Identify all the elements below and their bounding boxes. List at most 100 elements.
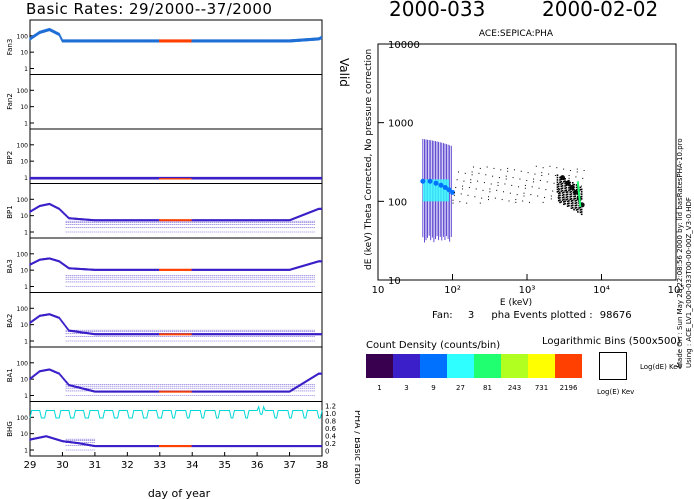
rate-row-bp1: BP1 1 10 100 — [6, 183, 323, 239]
pha-point — [455, 187, 457, 189]
pha-point — [570, 207, 573, 210]
pha-point — [571, 199, 574, 202]
legend-swatch-label: 243 — [508, 384, 521, 392]
bin-size-box — [599, 352, 627, 380]
legend-swatch — [474, 354, 501, 378]
rate-ytick-label: 10 — [20, 322, 28, 329]
rate-ytick-label: 10 — [20, 104, 28, 111]
pha-point — [471, 171, 473, 173]
valid-label: Valid — [337, 58, 351, 87]
rate-ytick-label: 1 — [24, 230, 28, 237]
pha-point — [566, 203, 569, 205]
color-legend: 1 3 9 27 81 243 731 2196 — [366, 354, 582, 392]
legend-swatch-label: 1 — [377, 384, 381, 392]
pha-point — [557, 190, 560, 192]
rates-xtick-label: 32 — [121, 460, 134, 471]
rate-ytick-label: 100 — [17, 33, 29, 40]
ratio-tick-label: 1.0 — [325, 410, 336, 418]
pha-point — [477, 180, 479, 182]
rate-ytick-label: 1 — [24, 448, 28, 455]
pha-point — [570, 193, 573, 195]
pha-point — [500, 169, 502, 171]
pha-point — [462, 188, 464, 190]
legend-swatch-label: 81 — [483, 384, 492, 392]
pha-point — [556, 167, 558, 169]
pha-point — [580, 188, 583, 191]
rates-xtick-label: 34 — [186, 460, 199, 471]
pha-point — [511, 184, 513, 186]
rates-xtick-label: 33 — [153, 460, 166, 471]
rate-row-frame — [29, 346, 323, 402]
pha-point — [563, 193, 565, 196]
pha-point — [488, 196, 490, 198]
pha-point — [570, 205, 573, 207]
pha-point — [486, 166, 488, 168]
pha-point — [557, 192, 560, 195]
pha-point — [569, 193, 572, 196]
pha-point — [574, 192, 577, 195]
pha-point — [573, 195, 575, 198]
pha-point — [575, 188, 578, 191]
pha-point — [485, 174, 487, 176]
pha-point — [526, 179, 528, 181]
pha-point — [559, 179, 561, 181]
legend-swatch-label: 2196 — [560, 384, 578, 392]
pha-point — [561, 196, 564, 199]
pha-point — [519, 178, 521, 180]
pha-point — [580, 195, 583, 198]
pha-point — [497, 182, 499, 184]
rate-row-frame — [29, 183, 323, 239]
rates-xaxis-label: day of year — [148, 487, 211, 499]
pha-point — [580, 190, 583, 193]
pha-point — [573, 198, 575, 200]
pha-point — [483, 182, 485, 184]
pha-point — [549, 165, 551, 167]
pha-point — [470, 182, 472, 184]
rate-row-frame — [29, 292, 323, 348]
pha-point — [580, 198, 583, 200]
pha-point — [568, 179, 570, 182]
rate-row-label: Fan2 — [6, 93, 14, 110]
pha-point — [507, 167, 509, 169]
pha-point — [528, 201, 530, 203]
pha-point — [556, 191, 559, 193]
pha-point — [523, 195, 525, 197]
pha-point — [568, 187, 570, 189]
pha-point — [559, 181, 561, 184]
pha-ytick-label: 100 — [388, 197, 407, 208]
pha-point — [550, 198, 552, 200]
pha-ytick-label: 10000 — [388, 40, 420, 51]
pha-point — [503, 191, 505, 193]
pha-point — [572, 191, 574, 193]
rate-ytick-label: 1 — [24, 66, 28, 73]
pha-point — [570, 195, 573, 198]
pha-point — [556, 174, 559, 176]
rate-ytick-label: 1 — [24, 393, 28, 400]
pha-point — [564, 177, 566, 180]
rate-ytick-label: 1 — [24, 175, 28, 182]
pha-point — [557, 199, 560, 202]
rate-ytick-label: 100 — [17, 88, 29, 95]
pha-xtick-label: 10⁴ — [593, 285, 610, 296]
pha-point — [452, 202, 454, 204]
pha-point — [467, 194, 469, 196]
fan-label: Fan: — [432, 310, 453, 321]
pha-point — [527, 172, 529, 174]
rate-row-label: BA2 — [6, 314, 14, 328]
pha-point — [508, 200, 510, 202]
pha-point — [561, 185, 564, 187]
pha-point — [559, 199, 561, 201]
pha-point — [544, 196, 546, 198]
pha-point — [569, 188, 572, 191]
pha-xtick-label: 10 — [372, 285, 385, 296]
rate-row-frame — [29, 74, 323, 130]
rate-ytick-label: 100 — [17, 142, 29, 149]
pha-point — [566, 195, 569, 198]
pha-point — [576, 171, 578, 173]
rate-row-bhg: BHG 1 10 100 — [6, 401, 323, 457]
pha-point — [575, 199, 578, 202]
pha-point — [561, 182, 564, 185]
pha-point — [573, 186, 575, 188]
pha-point — [560, 190, 563, 192]
pha-point — [565, 189, 568, 191]
